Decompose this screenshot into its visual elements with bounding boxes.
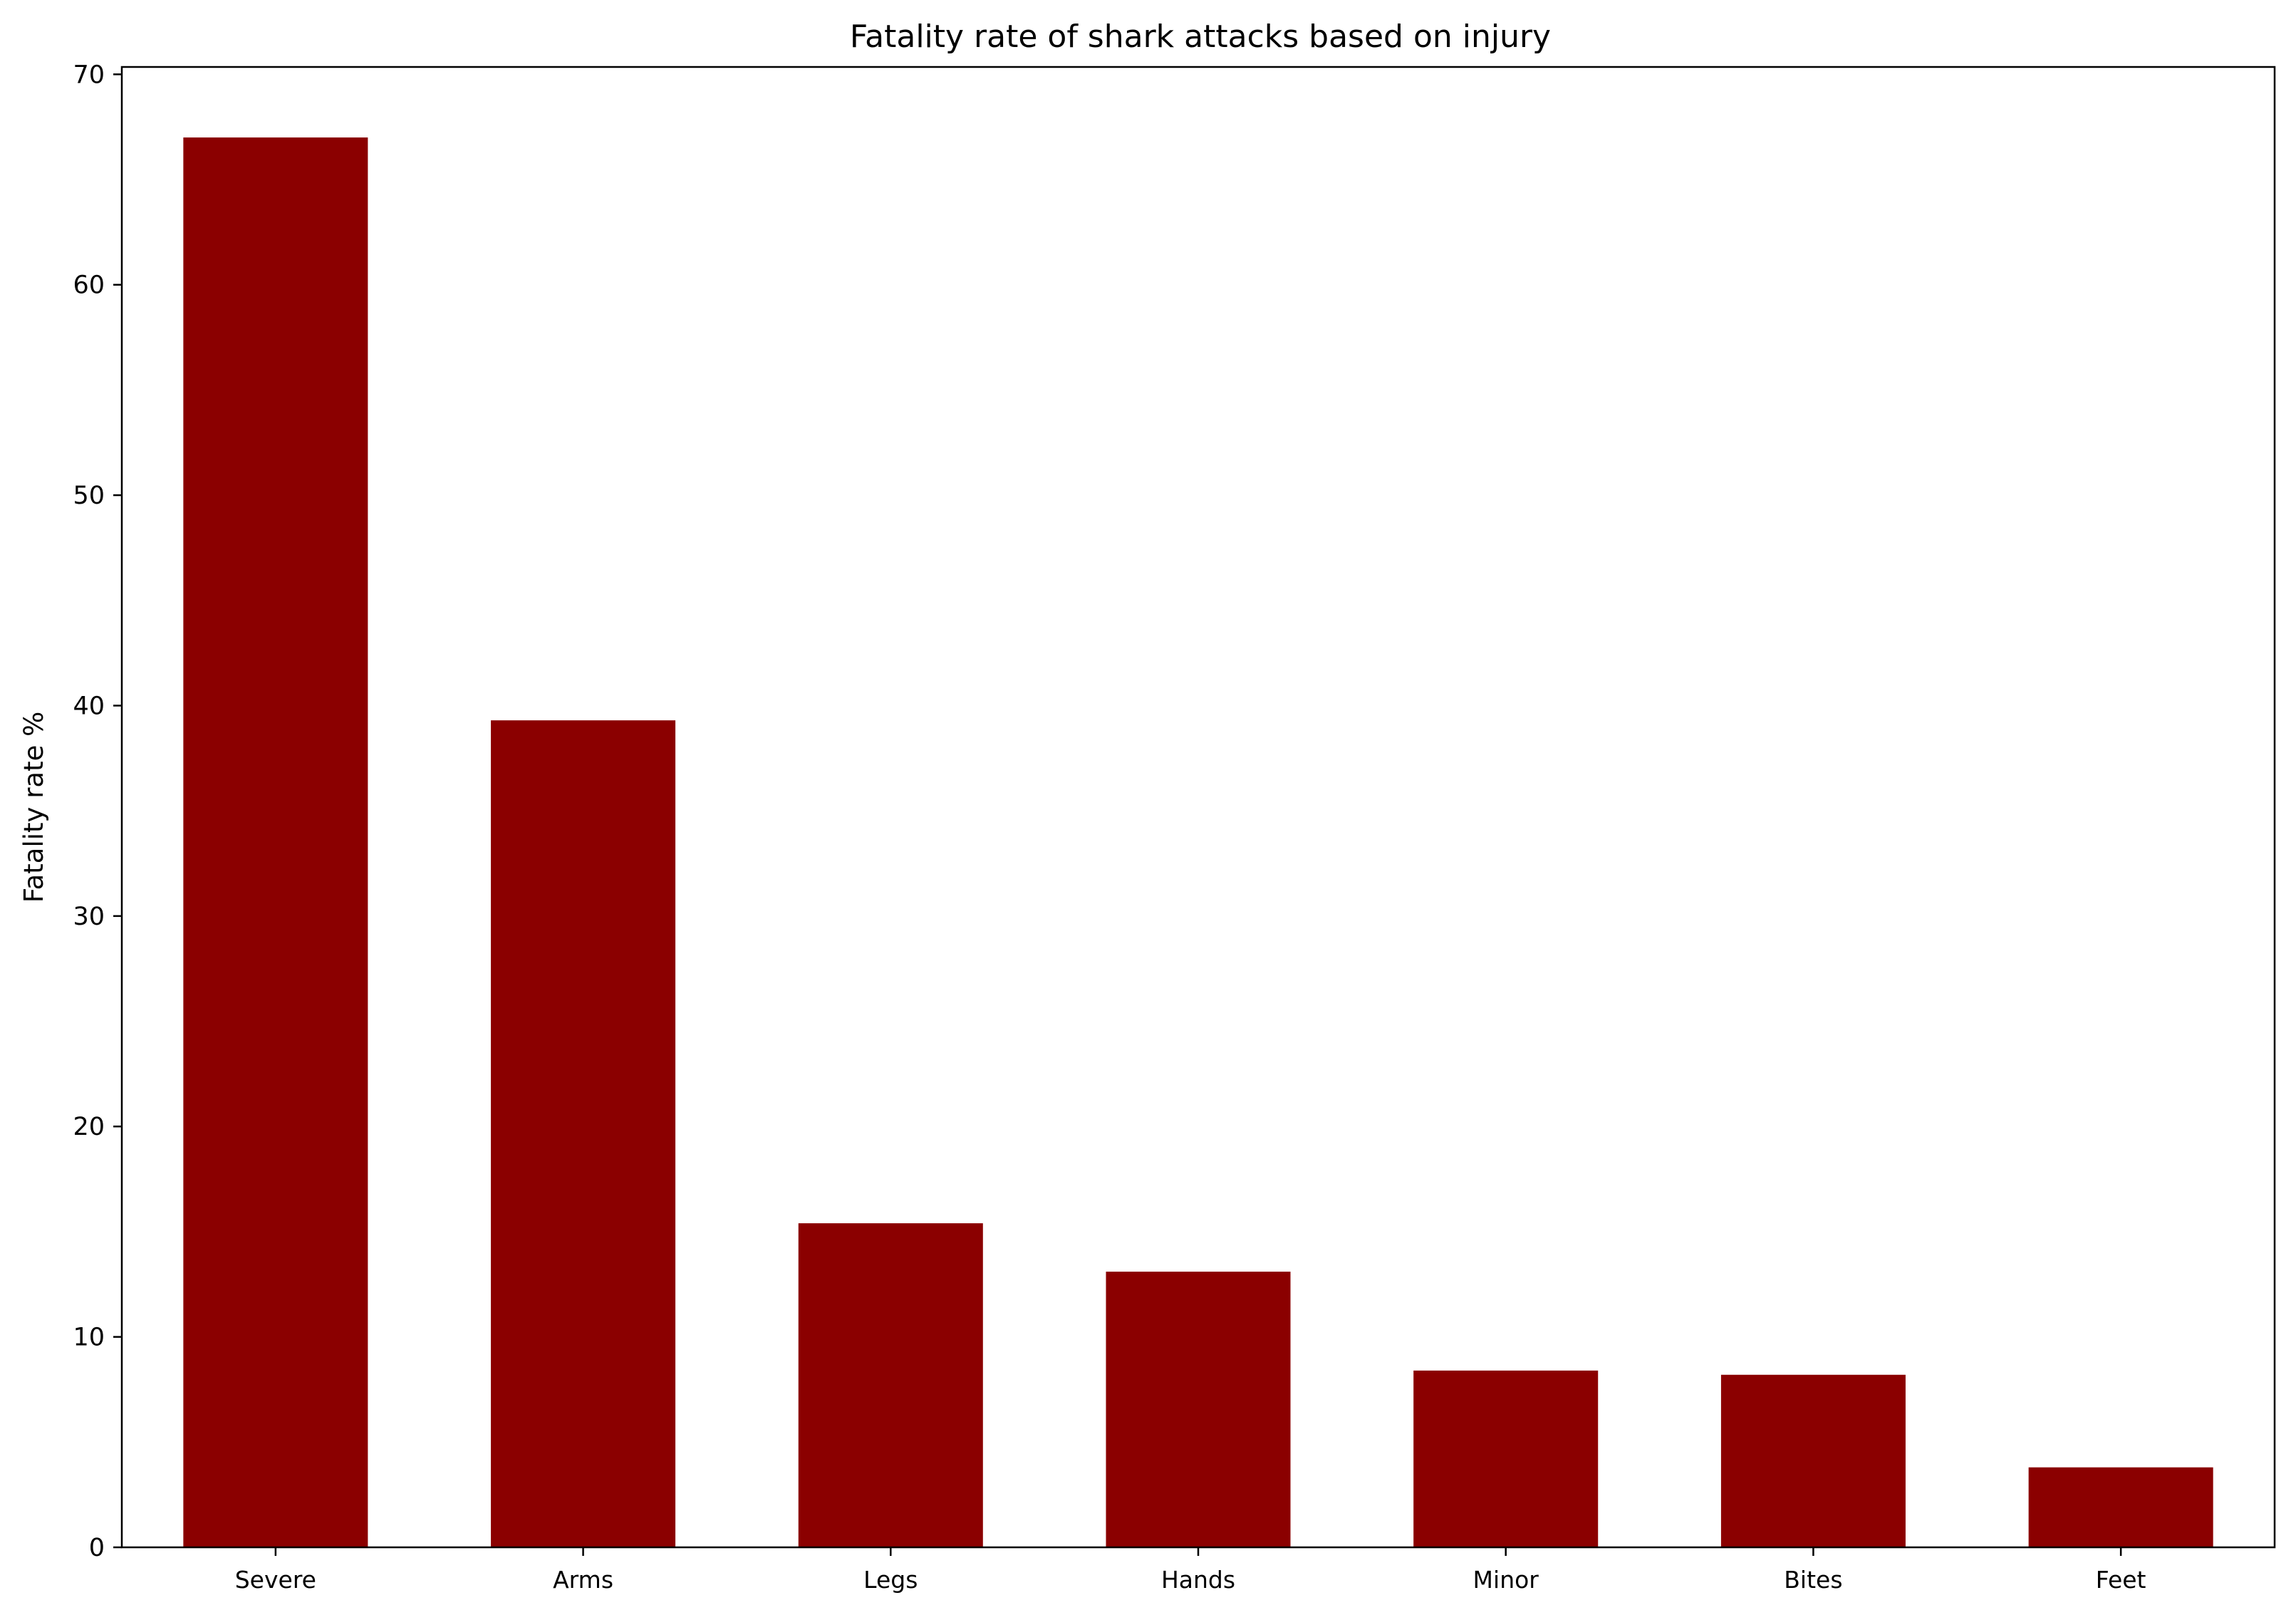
y-tick-label: 20 xyxy=(73,1113,105,1141)
y-tick-label: 0 xyxy=(89,1534,105,1562)
y-tick-label: 60 xyxy=(73,271,105,300)
bar-legs xyxy=(798,1223,983,1547)
chart-title: Fatality rate of shark attacks based on … xyxy=(850,19,1551,55)
x-tick-label-feet: Feet xyxy=(2096,1566,2146,1594)
x-axis: Severe Arms Legs Hands Minor Bites Feet xyxy=(235,1547,2146,1594)
bar-severe xyxy=(183,137,368,1547)
bar-arms xyxy=(491,720,676,1547)
bar-hands xyxy=(1106,1272,1291,1547)
plot-area xyxy=(120,66,2276,1549)
x-tick-label-severe: Severe xyxy=(235,1566,316,1594)
x-tick-label-legs: Legs xyxy=(863,1566,918,1594)
x-tick-label-arms: Arms xyxy=(553,1566,613,1594)
bar-group xyxy=(183,137,2213,1547)
y-tick-label: 30 xyxy=(73,903,105,931)
y-tick-label: 70 xyxy=(73,61,105,89)
y-axis: 0 10 20 30 40 50 60 70 xyxy=(73,61,122,1562)
x-tick-label-bites: Bites xyxy=(1784,1566,1842,1594)
bar-bites xyxy=(1720,1374,1906,1547)
bar-feet xyxy=(2028,1467,2213,1547)
y-axis-label: Fatality rate % xyxy=(19,712,49,903)
y-tick-label: 50 xyxy=(73,482,105,510)
bar-minor xyxy=(1413,1370,1599,1547)
y-tick-label: 40 xyxy=(73,692,105,720)
x-tick-label-hands: Hands xyxy=(1161,1566,1235,1594)
x-tick-label-minor: Minor xyxy=(1473,1566,1539,1594)
y-tick-label: 10 xyxy=(73,1324,105,1352)
